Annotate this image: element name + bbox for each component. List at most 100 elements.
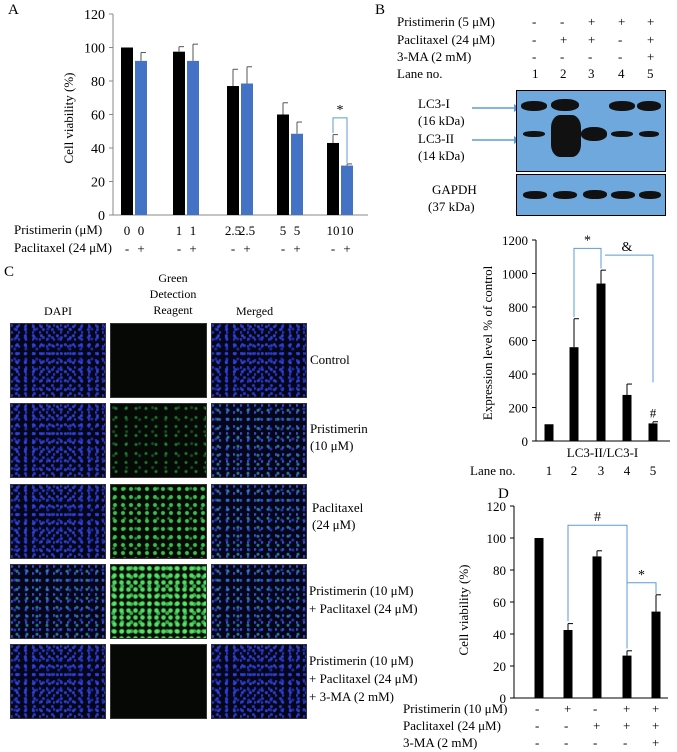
b-table-cell: + (618, 14, 626, 29)
image-paclitaxel-dapi (10, 484, 106, 559)
lc3-i-label: LC3-I (418, 96, 450, 111)
panel-d-row-3ma: 3-MA (2 mM) (403, 735, 478, 750)
d-table-cell: - (535, 718, 540, 733)
panel-b-ylabel: Expression level % of control (480, 265, 495, 420)
a-row2-value: - (331, 241, 335, 256)
d-table-cell: - (535, 701, 540, 716)
b-ytick-label: 200 (509, 401, 529, 416)
b-bar (622, 394, 632, 441)
b-bar (544, 424, 554, 441)
d-ytick-label: 60 (493, 595, 506, 610)
image-control-dapi (10, 323, 106, 398)
b-bracket-star (573, 247, 602, 318)
b-table-cell: - (560, 14, 565, 29)
a-bar (173, 51, 185, 215)
b-ytick-label: 800 (509, 300, 529, 315)
d-bar (622, 655, 632, 698)
a-row2-value: - (177, 241, 181, 256)
row-combo-line1: Pristimerin (10 μM) (309, 583, 414, 598)
d-table-cell: + (623, 718, 631, 733)
a-row1-value: 1 (176, 223, 183, 238)
gapdh-label: GAPDH (432, 182, 477, 197)
d-table-cell: + (652, 701, 660, 716)
row-pristimerin-line1: Pristimerin (310, 421, 368, 436)
row-3ma-line2: + Paclitaxel (24 μM) (309, 671, 418, 686)
image-3ma-merged (211, 644, 307, 719)
row-3ma-line3: + 3-MA (2 mM) (309, 689, 394, 704)
col-green-line3: Reagent (153, 303, 193, 317)
a-bar (135, 60, 147, 216)
lc3-western-blot (516, 90, 666, 172)
d-ytick-label: 40 (493, 627, 506, 642)
b-table-cell: + (647, 14, 655, 29)
panel-d-chart: Cell viability (%) 0 20 40 60 80 100 120 # * (456, 499, 668, 706)
a-row1-value: 10 (327, 223, 340, 238)
a-row2-value: + (137, 241, 144, 256)
d-bar (563, 630, 573, 698)
col-green: Green Detection Reagent (134, 270, 212, 318)
panel-a-label: A (8, 2, 19, 18)
col-green-line1: Green (158, 271, 188, 285)
a-bar (341, 165, 353, 215)
a-significance-bracket (332, 117, 348, 164)
d-table-cell: - (593, 701, 598, 716)
image-pristimerin-dapi (10, 403, 106, 478)
b-table-cell: - (560, 49, 565, 64)
b-xlabel: LC3-II/LC3-I (567, 445, 638, 460)
row-paclitaxel-label: Paclitaxel (24 μM) (312, 499, 363, 533)
row-control-label: Control (310, 352, 350, 367)
b-lane-number: 1 (546, 463, 553, 478)
row-combo-label: Pristimerin (10 μM) + Paclitaxel (24 μM) (309, 582, 418, 618)
row-3ma-label: Pristimerin (10 μM) + Paclitaxel (24 μM)… (309, 652, 418, 706)
d-ytick-label: 120 (487, 499, 507, 514)
b-table-cell: 3 (588, 66, 595, 81)
panel-b-row-pristimerin: Pristimerin (5 μM) (397, 14, 495, 29)
b-table-cell: 4 (618, 66, 625, 81)
b-lane-number: 5 (650, 463, 657, 478)
a-bar (187, 60, 199, 216)
blot-arrows (472, 104, 520, 144)
a-row1-value: 10 (341, 223, 354, 238)
b-table-cell: - (532, 14, 537, 29)
d-table-cell: + (623, 701, 631, 716)
a-row2-value: + (343, 241, 350, 256)
d-table-cell: + (564, 701, 572, 716)
panel-d-row-paclitaxel: Paclitaxel (24 μM) (403, 718, 501, 733)
d-table-cell: - (564, 718, 569, 733)
row-paclitaxel-line2: (24 μM) (312, 517, 356, 532)
panel-b-label: B (375, 2, 386, 18)
row-paclitaxel-line1: Paclitaxel (312, 500, 364, 515)
d-table-cell: - (623, 735, 628, 750)
b-bar (596, 283, 606, 441)
a-row1-value: 2.5 (239, 223, 255, 238)
row-3ma-line1: Pristimerin (10 μM) (309, 653, 414, 668)
col-dapi: DAPI (44, 304, 73, 318)
panel-b-row-paclitaxel: Paclitaxel (24 μM) (397, 32, 495, 47)
image-pristimerin-green (110, 403, 207, 478)
b-table-cell: + (588, 32, 596, 47)
d-table-cell: - (535, 735, 540, 750)
b-lane-label: Lane no. (470, 463, 515, 478)
b-table-cell: 2 (560, 66, 567, 81)
a-bar (327, 142, 339, 215)
image-paclitaxel-merged (211, 484, 307, 559)
a-significance-star: * (337, 103, 344, 118)
b-table-cell: + (647, 32, 655, 47)
lc3-ii-label: LC3-II (418, 131, 455, 146)
a-row1-value: 5 (280, 223, 287, 238)
d-bar (534, 538, 544, 698)
b-lane-number: 3 (598, 463, 605, 478)
a-row1-value: 2.5 (225, 223, 241, 238)
d-ytick-label: 100 (487, 531, 507, 546)
b-bar (569, 347, 579, 441)
image-3ma-dapi (10, 644, 106, 719)
d-table-cell: + (593, 718, 601, 733)
b-table-cell: - (588, 49, 593, 64)
lc3-ii-kda: (14 kDa) (418, 148, 465, 163)
image-pristimerin-merged (211, 403, 307, 478)
image-control-merged (211, 323, 307, 398)
b-ytick-label: 400 (509, 367, 529, 382)
a-row1-value: 1 (190, 223, 197, 238)
